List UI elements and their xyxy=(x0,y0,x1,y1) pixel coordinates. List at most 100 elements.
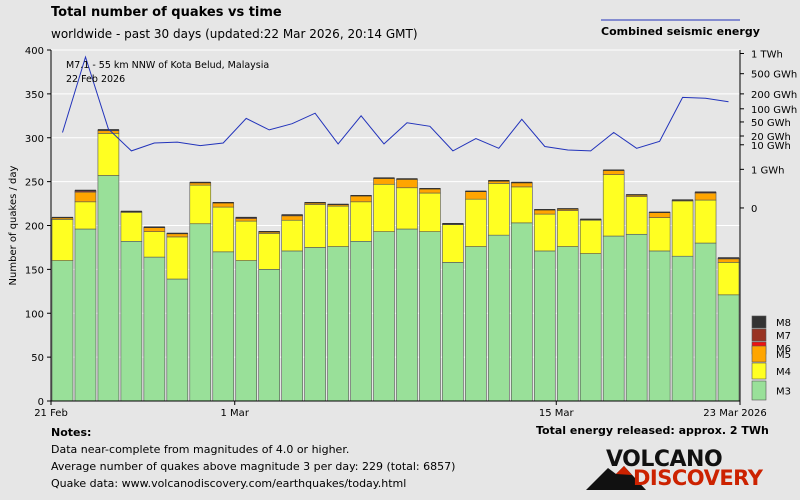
bar-m4 xyxy=(97,133,120,176)
energy-tick-label: 50 GWh xyxy=(751,118,791,129)
bar-m5 xyxy=(648,212,671,218)
bar-m4 xyxy=(212,206,235,253)
bar-m5 xyxy=(97,130,120,134)
legend-label-m4: M4 xyxy=(776,367,791,378)
x-tick-label: 15 Mar xyxy=(539,408,575,419)
legend-label-m8: M8 xyxy=(776,318,791,329)
bar-m4 xyxy=(648,217,671,252)
bar-m3 xyxy=(350,240,372,402)
legend-swatch-m8 xyxy=(751,315,767,329)
bar-m4 xyxy=(465,198,487,247)
bar-m5 xyxy=(465,190,487,200)
bar-m3 xyxy=(189,223,212,402)
bar-m5 xyxy=(717,258,740,263)
bar-m3 xyxy=(327,246,349,402)
x-tick-label: 21 Feb xyxy=(34,408,68,419)
energy-tick-label: 100 GWh xyxy=(751,105,797,116)
y-tick-label: 0 xyxy=(38,397,44,408)
bar-m4 xyxy=(694,199,717,244)
y-tick-label: 50 xyxy=(31,353,44,364)
bar-m4 xyxy=(396,187,418,230)
x-tick-label: 23 Mar 2026 xyxy=(703,408,766,419)
legend-swatch-m4 xyxy=(751,362,767,380)
bar-m3 xyxy=(258,269,280,402)
bar-m3 xyxy=(212,251,235,402)
energy-tick-label: 1 TWh xyxy=(751,50,783,61)
bar-m3 xyxy=(511,222,533,402)
energy-tick-label: 20 GWh xyxy=(751,132,791,143)
y-tick-label: 300 xyxy=(25,134,44,145)
legend-label-m6: M6 xyxy=(776,344,791,355)
bar-m4 xyxy=(671,200,694,257)
bar-m4 xyxy=(419,192,441,232)
energy-tick-label: 500 GWh xyxy=(751,70,797,81)
bar-m5 xyxy=(396,178,418,189)
bar-m4 xyxy=(143,231,166,258)
bar-m4 xyxy=(373,183,395,232)
bar-m4 xyxy=(556,210,579,247)
bar-m4 xyxy=(258,233,280,270)
bar-m3 xyxy=(396,228,418,402)
bar-m4 xyxy=(602,174,625,237)
bar-m3 xyxy=(625,233,648,402)
bar-m4 xyxy=(327,205,349,247)
bar-m3 xyxy=(465,246,487,402)
logo-text-discovery: DISCOVERY xyxy=(633,466,763,490)
bar-m5 xyxy=(235,218,258,222)
bar-m4 xyxy=(442,224,464,263)
bar-m3 xyxy=(533,250,556,402)
bar-m3 xyxy=(488,234,510,402)
legend-swatch-m7 xyxy=(751,328,767,342)
notes-heading: Notes: xyxy=(51,426,92,439)
bar-m4 xyxy=(579,219,602,254)
energy-tick-label: 0 xyxy=(751,204,757,215)
y-axis-label: Number of quakes / day xyxy=(8,165,19,285)
y-tick-label: 400 xyxy=(25,46,44,57)
energy-tick-label: 10 GWh xyxy=(751,141,791,152)
chart-title: Total number of quakes vs time xyxy=(51,5,282,20)
annotation-line-2: 22 Feb 2026 xyxy=(66,74,125,85)
bar-m5 xyxy=(281,215,303,221)
volcano-logo-icon xyxy=(586,466,646,490)
chart-subtitle: worldwide - past 30 days (updated:22 Mar… xyxy=(51,27,418,41)
notes-line-1: Data near-complete from magnitudes of 4.… xyxy=(51,443,350,456)
bar-m4 xyxy=(281,219,303,252)
bar-m3 xyxy=(143,256,166,402)
logo-text-volcano: VOLCANO xyxy=(606,447,723,472)
bar-m4 xyxy=(120,212,143,242)
bar-m3 xyxy=(419,231,441,402)
bar-m4 xyxy=(74,201,97,230)
volcano-discovery-logo[interactable]: VOLCANO DISCOVERY xyxy=(586,447,786,491)
energy-tick-label: 200 GWh xyxy=(751,90,797,101)
bar-m4 xyxy=(350,201,372,242)
y-tick-label: 350 xyxy=(25,90,44,101)
bar-m5 xyxy=(74,191,97,203)
y-tick-label: 100 xyxy=(25,309,44,320)
bar-m3 xyxy=(671,255,694,402)
bar-m5 xyxy=(373,177,395,185)
bar-m3 xyxy=(51,260,74,402)
bar-m3 xyxy=(717,294,740,402)
bar-m3 xyxy=(235,260,258,402)
y-tick-label: 250 xyxy=(25,178,44,189)
x-tick-label: 1 Mar xyxy=(221,408,250,419)
bar-m5 xyxy=(350,195,372,203)
bar-m3 xyxy=(579,253,602,402)
energy-legend-label: Combined seismic energy xyxy=(601,25,760,38)
bar-m3 xyxy=(120,240,143,402)
bar-m3 xyxy=(556,246,579,402)
notes-line-3[interactable]: Quake data: www.volcanodiscovery.com/ear… xyxy=(51,477,407,490)
legend-label-m7: M7 xyxy=(776,331,791,342)
bar-m4 xyxy=(488,183,510,236)
bar-m5 xyxy=(694,192,717,201)
bar-m4 xyxy=(717,262,740,296)
bar-m4 xyxy=(235,220,258,261)
bar-m3 xyxy=(648,250,671,402)
bar-m3 xyxy=(281,250,303,402)
legend-label-m5: M5 xyxy=(776,350,791,361)
legend-swatch-m5 xyxy=(751,345,767,363)
bar-m3 xyxy=(97,175,120,402)
bar-m4 xyxy=(166,236,189,280)
notes-block: Notes: Data near-complete from magnitude… xyxy=(51,424,455,492)
